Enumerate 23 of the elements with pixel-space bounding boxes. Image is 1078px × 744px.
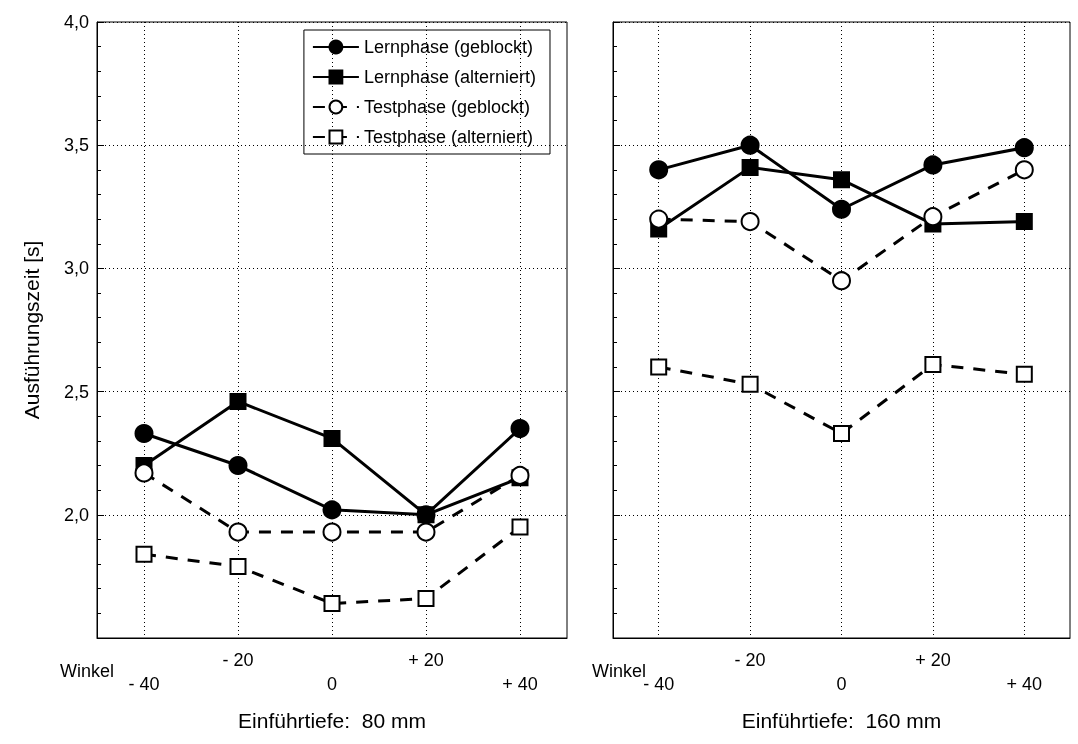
text: Winkel — [592, 661, 647, 681]
y-axis-title: Ausführungszeit [s] — [20, 240, 43, 420]
x-tick-label: - 20 — [222, 650, 254, 670]
x-axis-title: Einführtiefe: 80 mm — [238, 709, 426, 732]
legend-label: Testphase (alterniert) — [363, 127, 533, 147]
y-tick-label: 3,5 — [63, 135, 89, 156]
text: Winkel — [60, 661, 115, 681]
legend-label: Lernphase (alterniert) — [363, 67, 536, 87]
y-tick-label: 4,0 — [63, 12, 89, 32]
legend-label: Testphase (geblockt) — [363, 97, 530, 117]
x-tick-label: - 40 — [128, 674, 160, 694]
x-tick-label: + 20 — [915, 650, 951, 670]
y-tick-label: 2,5 — [63, 381, 89, 402]
legend-label: Lernphase (geblockt) — [363, 37, 534, 57]
x-tick-label: - 20 — [734, 650, 766, 670]
x-tick-label: 0 — [326, 674, 338, 694]
x-axis-title: Einführtiefe: 160 mm — [741, 709, 942, 732]
x-tick-label: 0 — [836, 674, 847, 694]
x-tick-label: + 40 — [1006, 674, 1043, 694]
y-tick-label: 2,0 — [63, 504, 89, 525]
x-tick-label: + 40 — [502, 674, 538, 694]
x-tick-label: + 20 — [408, 650, 444, 670]
y-tick-label: 3,0 — [63, 258, 89, 279]
